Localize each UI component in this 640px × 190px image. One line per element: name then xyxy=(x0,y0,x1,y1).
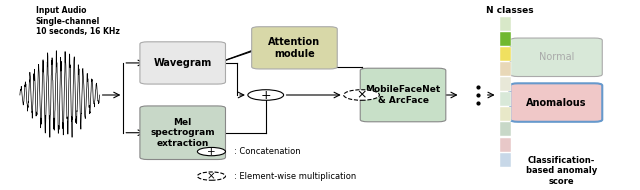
Text: N classes: N classes xyxy=(486,6,534,15)
Bar xyxy=(500,92,511,106)
Bar xyxy=(500,138,511,152)
Circle shape xyxy=(197,172,225,180)
FancyBboxPatch shape xyxy=(252,27,337,69)
Circle shape xyxy=(344,90,380,100)
FancyBboxPatch shape xyxy=(140,106,225,160)
Text: Wavegram: Wavegram xyxy=(154,58,212,68)
Text: ×: × xyxy=(207,171,216,181)
Bar xyxy=(500,32,511,46)
Bar xyxy=(500,47,511,61)
Text: Attention
module: Attention module xyxy=(268,37,321,59)
Text: Anomalous: Anomalous xyxy=(526,97,586,108)
Bar xyxy=(500,77,511,91)
Circle shape xyxy=(197,147,225,156)
Text: : Concatenation: : Concatenation xyxy=(234,147,300,156)
Bar xyxy=(500,107,511,121)
FancyBboxPatch shape xyxy=(360,68,446,122)
Circle shape xyxy=(248,90,284,100)
Bar xyxy=(500,123,511,136)
Text: Input Audio
Single-channel
10 seconds, 16 KHz: Input Audio Single-channel 10 seconds, 1… xyxy=(36,6,120,36)
Text: +: + xyxy=(207,146,216,157)
Text: ×: × xyxy=(356,89,367,101)
Bar xyxy=(500,17,511,31)
Text: Mel
spectrogram
extraction: Mel spectrogram extraction xyxy=(150,118,215,148)
FancyBboxPatch shape xyxy=(140,42,225,84)
Text: Classification-
based anomaly
score: Classification- based anomaly score xyxy=(526,156,597,185)
Text: : Element-wise multiplication: : Element-wise multiplication xyxy=(234,172,356,181)
Text: Normal: Normal xyxy=(539,52,574,62)
Bar xyxy=(500,153,511,167)
Bar xyxy=(500,62,511,76)
FancyBboxPatch shape xyxy=(510,83,602,122)
FancyBboxPatch shape xyxy=(510,38,602,77)
Text: MobileFaceNet
& ArcFace: MobileFaceNet & ArcFace xyxy=(365,85,441,105)
Text: +: + xyxy=(260,89,271,101)
